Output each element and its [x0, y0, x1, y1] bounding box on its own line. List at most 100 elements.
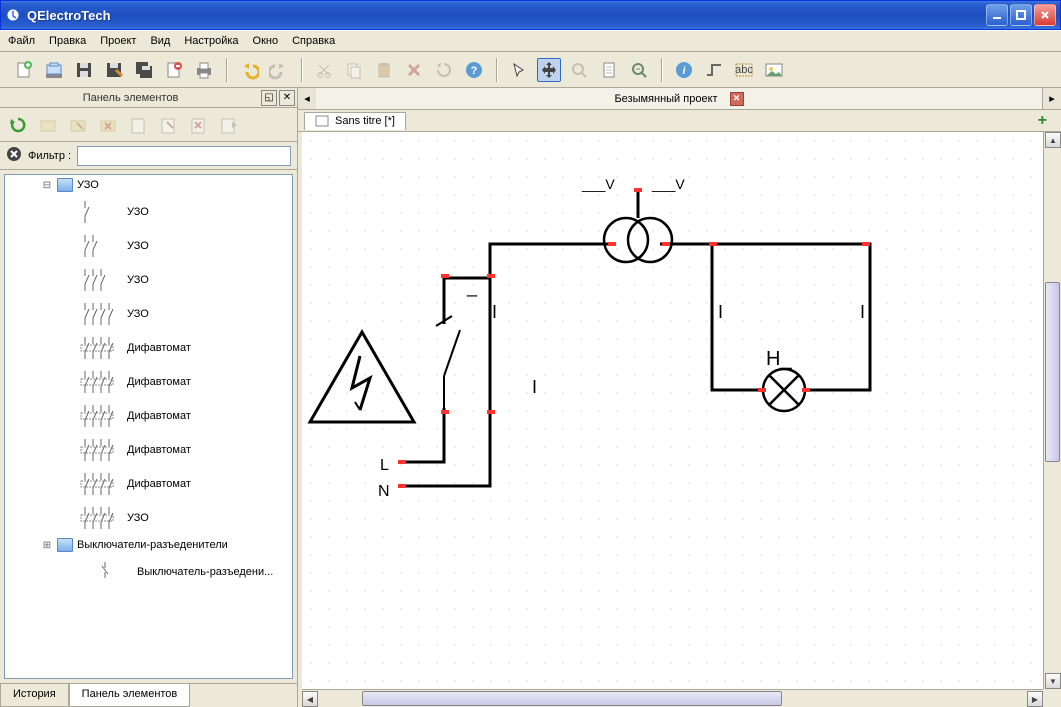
menu-project[interactable]: Проект [100, 35, 136, 47]
tab-history[interactable]: История [0, 684, 69, 707]
undo-button[interactable] [237, 58, 261, 82]
sheet-tab-label: Sans titre [*] [335, 115, 395, 127]
menu-edit[interactable]: Правка [49, 35, 86, 47]
schematic-canvas[interactable]: ___V___V_IIIIH_LN [302, 132, 1061, 707]
tree-folder[interactable]: ⊟ УЗО [5, 175, 292, 195]
tree-item[interactable]: УЗО [5, 297, 292, 331]
add-sheet-button[interactable]: + [1030, 112, 1055, 130]
rotate-button[interactable] [432, 58, 456, 82]
save-button[interactable] [72, 58, 96, 82]
horizontal-scrollbar[interactable]: ◀ ▶ [302, 689, 1043, 707]
tree-item[interactable]: Выключатель-разъедени... [5, 555, 292, 589]
connection-point [441, 274, 449, 278]
schematic-label: I [492, 302, 497, 323]
tree-item[interactable]: Дифавтомат [5, 467, 292, 501]
elements-tree[interactable]: ⊟ УЗО УЗОУЗОУЗОУЗОДифавтоматДифавтоматДи… [4, 174, 293, 679]
tree-item[interactable]: УЗО [5, 501, 292, 535]
menu-view[interactable]: Вид [150, 35, 170, 47]
panel-float-button[interactable]: ◱ [261, 90, 277, 106]
frame-button[interactable]: abc [732, 58, 756, 82]
wire-shape-button[interactable] [702, 58, 726, 82]
sheet-tab[interactable]: Sans titre [*] [304, 112, 406, 130]
document-area: ◂ Безымянный проект ✕ ▸ Sans titre [*] + [298, 88, 1061, 707]
tree-item-label: Дифавтомат [127, 478, 191, 490]
element-icon [77, 266, 121, 294]
pointer-tool[interactable] [507, 58, 531, 82]
window-title: QElectroTech [27, 8, 986, 23]
cut-button[interactable] [312, 58, 336, 82]
connection-point [758, 388, 766, 392]
print-button[interactable] [192, 58, 216, 82]
vertical-scrollbar[interactable]: ▲ ▼ [1043, 132, 1061, 689]
save-all-button[interactable] [132, 58, 156, 82]
main-toolbar: ? i abc [0, 52, 1061, 88]
tree-item-label: Дифавтомат [127, 376, 191, 388]
folder-icon [57, 538, 73, 552]
tree-item-label: Дифавтомат [127, 444, 191, 456]
panel-close-button[interactable]: ✕ [279, 90, 295, 106]
tree-item[interactable]: Дифавтомат [5, 399, 292, 433]
panel-edit-element-button[interactable] [156, 113, 180, 137]
tab-elements-panel[interactable]: Панель элементов [69, 684, 191, 707]
schematic-label: I [860, 302, 865, 323]
tree-item-label: УЗО [127, 512, 149, 524]
panel-import-button[interactable] [216, 113, 240, 137]
help-button[interactable]: ? [462, 58, 486, 82]
close-button[interactable] [1034, 4, 1056, 26]
maximize-button[interactable] [1010, 4, 1032, 26]
revert-button[interactable] [162, 58, 186, 82]
move-tool[interactable] [537, 58, 561, 82]
redo-button[interactable] [267, 58, 291, 82]
connection-point [608, 242, 616, 246]
menu-file[interactable]: Файл [8, 35, 35, 47]
tree-item[interactable]: Дифавтомат [5, 365, 292, 399]
copy-button[interactable] [342, 58, 366, 82]
tree-item[interactable]: Дифавтомат [5, 433, 292, 467]
collapse-icon[interactable]: ⊟ [41, 180, 53, 191]
expand-icon[interactable]: ⊞ [41, 540, 53, 551]
panel-new-element-button[interactable] [126, 113, 150, 137]
connection-point [634, 188, 642, 192]
project-tab-close[interactable]: ✕ [730, 92, 744, 106]
tree-item[interactable]: УЗО [5, 229, 292, 263]
page-tool[interactable] [597, 58, 621, 82]
menu-window[interactable]: Окно [253, 35, 279, 47]
connection-point [709, 242, 717, 246]
save-as-button[interactable] [102, 58, 126, 82]
tree-item[interactable]: УЗО [5, 195, 292, 229]
zoom-tool[interactable] [567, 58, 591, 82]
panel-new-folder-button[interactable] [36, 113, 60, 137]
image-button[interactable] [762, 58, 786, 82]
tree-folder[interactable]: ⊞ Выключатели-разъеденители [5, 535, 292, 555]
open-button[interactable] [42, 58, 66, 82]
tree-item-label: Выключатель-разъедени... [137, 566, 273, 578]
filter-input[interactable] [77, 146, 291, 166]
filter-clear-icon[interactable] [6, 146, 22, 165]
app-icon [5, 7, 21, 23]
tab-scroll-left[interactable]: ◂ [298, 92, 316, 105]
schematic-label: ___V [652, 176, 685, 192]
minimize-button[interactable] [986, 4, 1008, 26]
panel-delete-folder-button[interactable] [96, 113, 120, 137]
new-doc-button[interactable] [12, 58, 36, 82]
project-tab[interactable]: Безымянный проект ✕ [316, 88, 1043, 109]
menu-help[interactable]: Справка [292, 35, 335, 47]
connection-point [441, 410, 449, 414]
zoom-fit-tool[interactable] [627, 58, 651, 82]
schematic-label: L [380, 457, 389, 475]
info-button[interactable]: i [672, 58, 696, 82]
tree-item-label: УЗО [127, 308, 149, 320]
tab-scroll-right[interactable]: ▸ [1043, 92, 1061, 105]
menu-settings[interactable]: Настройка [184, 35, 238, 47]
panel-delete-element-button[interactable] [186, 113, 210, 137]
panel-edit-folder-button[interactable] [66, 113, 90, 137]
delete-button[interactable] [402, 58, 426, 82]
panel-refresh-button[interactable] [6, 113, 30, 137]
svg-text:?: ? [471, 65, 478, 77]
element-icon [77, 470, 121, 498]
tree-item[interactable]: Дифавтомат [5, 331, 292, 365]
tree-item[interactable]: УЗО [5, 263, 292, 297]
tree-item-label: УЗО [127, 274, 149, 286]
schematic-label: _ [467, 277, 477, 298]
paste-button[interactable] [372, 58, 396, 82]
